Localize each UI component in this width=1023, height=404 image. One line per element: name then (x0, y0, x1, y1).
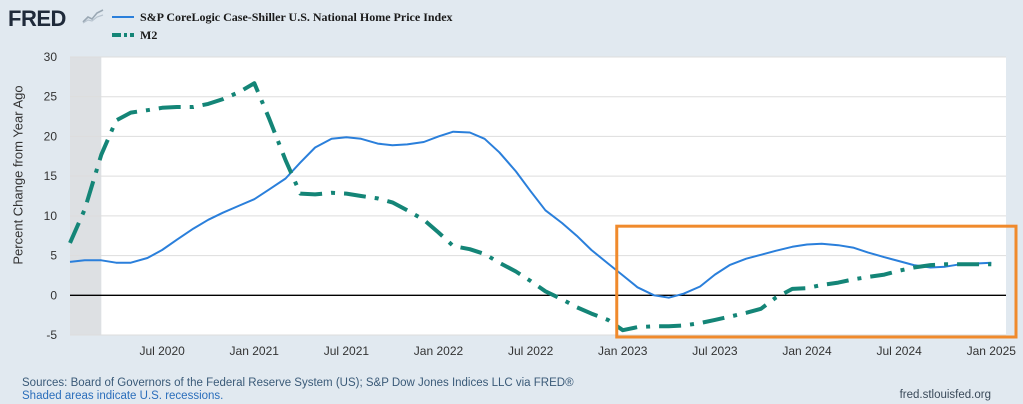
x-tick-label: Jan 2023 (598, 344, 648, 358)
y-tick-label: 20 (44, 129, 58, 143)
y-tick-label: 5 (50, 249, 57, 263)
line-chart: -5 0 5 10 15 20 25 30 Jul 2020 Jan 2021 Jul 2021 Ja… (44, 50, 1018, 358)
y-tick-label: 25 (44, 90, 58, 104)
plot-area (70, 57, 1006, 335)
chart-header: FRED S&P CoreLogic Case-Shiller U.S. Nat… (0, 0, 1023, 50)
legend-swatch-solid (112, 16, 134, 18)
x-tick-label: Jan 2025 (967, 344, 1017, 358)
x-tick-label: Jan 2024 (782, 344, 832, 358)
x-tick-label: Jan 2021 (230, 344, 280, 358)
highlight-box (615, 224, 1018, 339)
fred-logo-graph-icon (82, 8, 104, 24)
footer-sources: Sources: Board of Governors of the Feder… (22, 377, 574, 389)
legend-entry-case-shiller[interactable]: S&P CoreLogic Case-Shiller U.S. National… (112, 9, 453, 25)
x-tick-label: Jul 2024 (876, 344, 922, 358)
y-tick-label: 30 (44, 50, 58, 64)
legend-swatch-dashdot (112, 33, 134, 37)
x-tick-label: Jul 2020 (139, 344, 185, 358)
legend-label: S&P CoreLogic Case-Shiller U.S. National… (140, 9, 453, 24)
recession-note-link[interactable]: Shaded areas indicate U.S. recessions. (22, 390, 224, 402)
fred-logo[interactable]: FRED (8, 6, 66, 31)
site-link[interactable]: fred.stlouisfed.org (899, 389, 991, 401)
x-tick-label: Jul 2022 (508, 344, 554, 358)
series-line-case-shiller (69, 130, 992, 299)
y-tick-label: 0 (50, 288, 57, 302)
y-tick-label: 10 (44, 209, 58, 223)
series-line-m2 (68, 81, 992, 333)
recession-band (70, 57, 102, 335)
x-tick-label: Jul 2021 (324, 344, 370, 358)
legend-label: M2 (140, 27, 158, 42)
x-tick-label: Jan 2022 (414, 344, 464, 358)
y-tick-label: -5 (46, 328, 57, 342)
x-tick-label: Jul 2023 (692, 344, 738, 358)
legend-entry-m2[interactable]: M2 (112, 27, 157, 43)
y-tick-label: 15 (44, 169, 58, 183)
